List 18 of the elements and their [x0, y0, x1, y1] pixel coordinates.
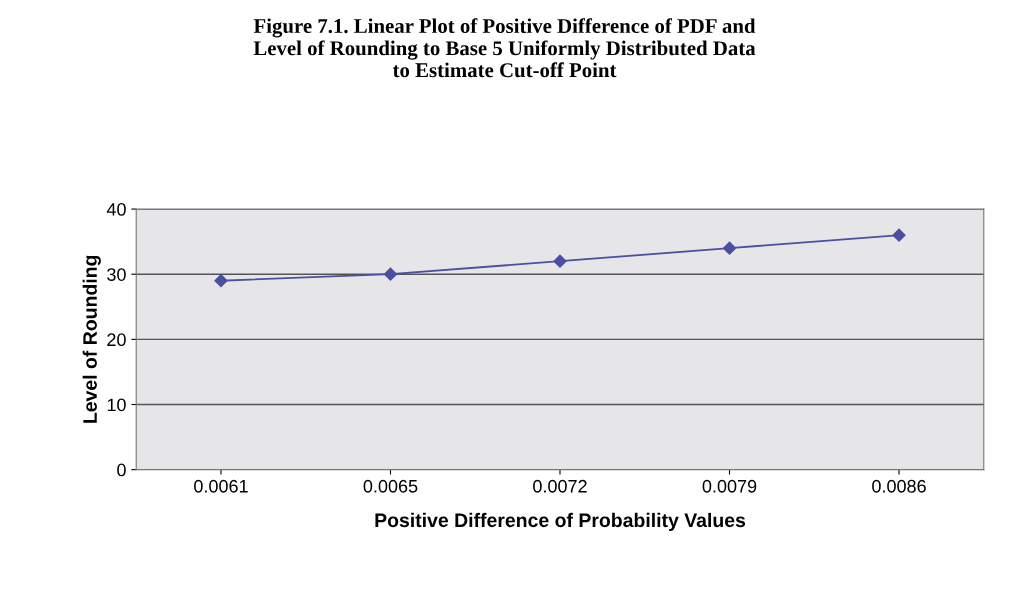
y-tick-label: 10 — [107, 398, 126, 412]
point — [892, 228, 906, 242]
y-axis-title: Level of Rounding — [82, 255, 101, 423]
chart-title: Figure 7.1. Linear Plot of Positive Difference of PDF and Level of Rounding to Base 5 Uniformly Distributed Data to Estimate Cut-off Point — [253, 18, 756, 78]
x-tick-label: 0.0072 — [533, 479, 587, 493]
x-tick-label: 0.0086 — [872, 479, 926, 493]
x-tick-label: 0.0079 — [702, 479, 757, 493]
point — [383, 267, 398, 281]
x-tick-label: 0.0061 — [194, 479, 248, 493]
point — [214, 274, 228, 288]
x-axis-title: Positive Difference of Probability Values — [375, 512, 746, 531]
y-tick-label: 40 — [106, 203, 126, 216]
point — [722, 241, 737, 255]
point — [553, 254, 567, 268]
y-tick-label: 30 — [107, 268, 126, 281]
y-tick-label: 20 — [107, 333, 126, 347]
x-tick-label: 0.0065 — [363, 479, 418, 493]
y-tick-label: 0 — [117, 463, 126, 477]
